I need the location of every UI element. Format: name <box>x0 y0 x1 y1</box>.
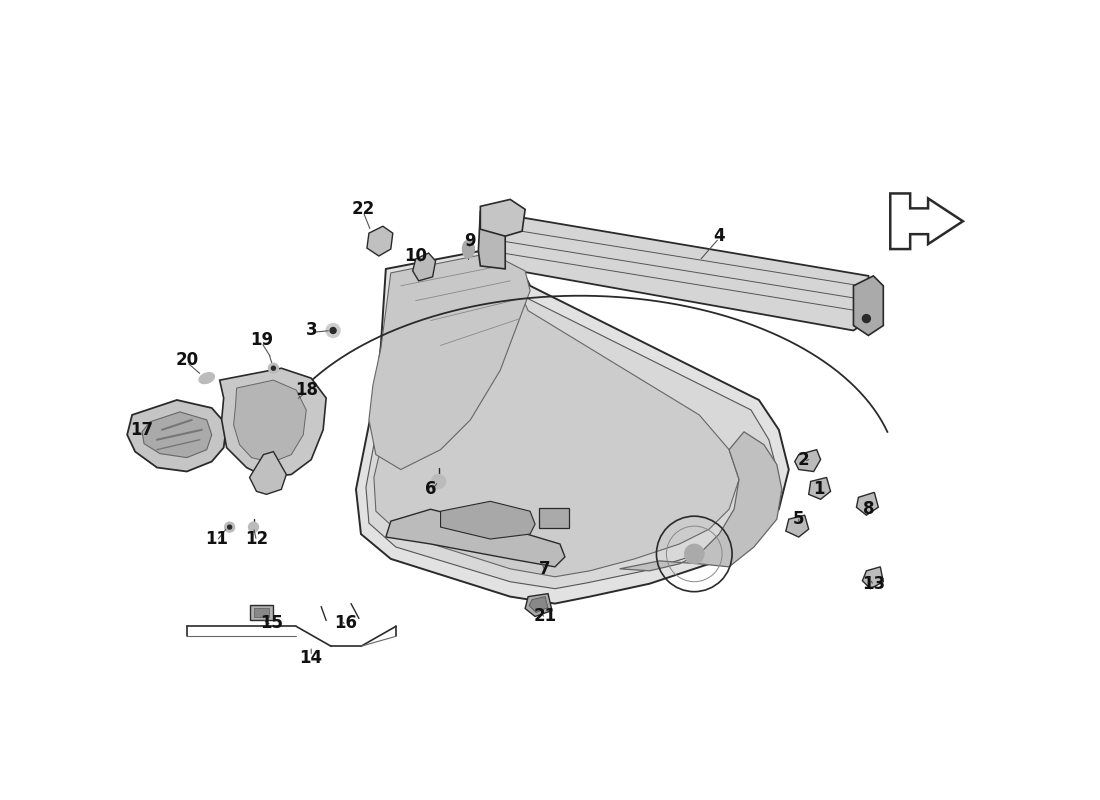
Polygon shape <box>374 279 739 577</box>
Polygon shape <box>441 502 535 539</box>
Polygon shape <box>386 510 565 567</box>
Text: 20: 20 <box>175 351 198 370</box>
Ellipse shape <box>462 240 474 258</box>
Text: 1: 1 <box>813 480 824 498</box>
Text: 10: 10 <box>404 247 427 265</box>
Circle shape <box>272 366 275 370</box>
Text: 12: 12 <box>245 530 268 548</box>
Text: 16: 16 <box>334 614 358 633</box>
Polygon shape <box>250 452 286 494</box>
Text: 13: 13 <box>861 574 884 593</box>
Polygon shape <box>481 211 873 330</box>
Text: 14: 14 <box>299 649 322 667</box>
Polygon shape <box>808 478 830 499</box>
Polygon shape <box>862 567 883 589</box>
Polygon shape <box>857 492 878 515</box>
Polygon shape <box>529 597 548 613</box>
Text: 4: 4 <box>713 227 725 245</box>
Circle shape <box>224 522 234 532</box>
Circle shape <box>228 525 232 529</box>
Text: 21: 21 <box>534 607 557 626</box>
Polygon shape <box>233 380 306 462</box>
Circle shape <box>684 544 704 564</box>
Ellipse shape <box>199 373 214 383</box>
Text: 19: 19 <box>250 331 273 350</box>
FancyBboxPatch shape <box>539 508 569 528</box>
Polygon shape <box>250 605 274 621</box>
Polygon shape <box>368 253 530 470</box>
Text: 17: 17 <box>131 421 154 438</box>
Polygon shape <box>854 276 883 335</box>
Text: 3: 3 <box>306 322 317 339</box>
Polygon shape <box>412 253 436 281</box>
Circle shape <box>431 474 446 488</box>
Circle shape <box>268 363 278 373</box>
Circle shape <box>326 323 340 338</box>
Polygon shape <box>478 206 505 269</box>
Text: 6: 6 <box>425 480 437 498</box>
Circle shape <box>249 522 258 532</box>
Polygon shape <box>481 199 525 236</box>
Polygon shape <box>253 607 270 618</box>
Text: 5: 5 <box>793 510 804 528</box>
Polygon shape <box>795 450 821 471</box>
Polygon shape <box>356 249 789 603</box>
Polygon shape <box>785 515 808 537</box>
Text: 18: 18 <box>295 381 318 399</box>
Polygon shape <box>142 412 211 458</box>
Polygon shape <box>619 432 782 571</box>
Text: 11: 11 <box>206 530 228 548</box>
Polygon shape <box>367 226 393 256</box>
Text: 2: 2 <box>798 450 810 469</box>
Polygon shape <box>128 400 227 471</box>
Polygon shape <box>525 594 552 617</box>
Circle shape <box>862 314 870 322</box>
Polygon shape <box>366 261 777 589</box>
Text: 9: 9 <box>464 232 476 250</box>
Text: 7: 7 <box>539 560 551 578</box>
Text: 22: 22 <box>351 200 375 218</box>
Text: 15: 15 <box>260 614 283 633</box>
Circle shape <box>330 327 337 334</box>
Polygon shape <box>220 368 326 478</box>
Text: 8: 8 <box>862 500 874 518</box>
